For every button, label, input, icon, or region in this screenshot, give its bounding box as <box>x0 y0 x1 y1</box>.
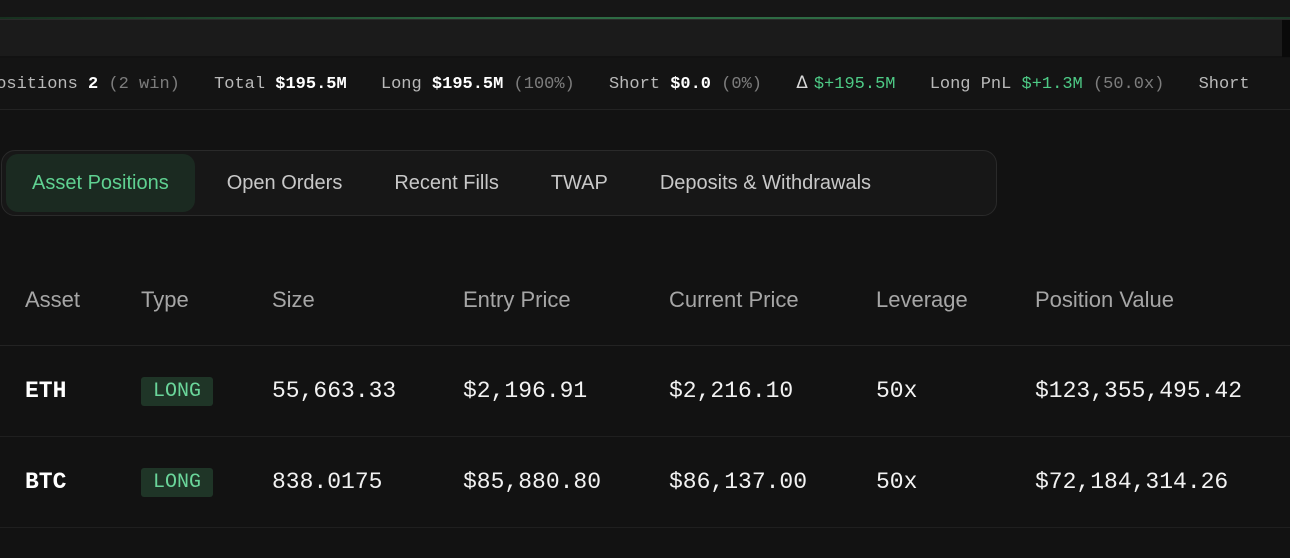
cell-entry-price: $2,196.91 <box>463 378 588 404</box>
header-asset[interactable]: Asset <box>25 286 81 312</box>
tab-recent-fills[interactable]: Recent Fills <box>394 171 499 194</box>
cell-current-price: $2,216.10 <box>669 378 794 404</box>
header-size[interactable]: Size <box>272 286 315 312</box>
stat-label: Positions <box>0 75 78 94</box>
accent-line <box>0 17 1290 19</box>
tab-asset-positions[interactable]: Asset Positions <box>6 154 195 212</box>
stat-sub: (50.0x) <box>1092 75 1165 94</box>
stat-positions: Positions 2 (2 win) <box>0 75 180 94</box>
stat-short-pnl: Short <box>1199 75 1250 94</box>
positions-table: Asset Type Size Entry Price Current Pric… <box>0 258 1290 528</box>
type-badge: LONG <box>141 467 214 497</box>
stat-value: $195.5M <box>275 75 347 94</box>
type-badge: LONG <box>141 376 214 406</box>
stat-value: $0.0 <box>670 75 711 94</box>
stat-label: Long PnL <box>929 75 1012 94</box>
cell-type: LONG <box>141 346 214 436</box>
cell-size: 838.0175 <box>272 469 383 495</box>
stat-total: Total $195.5M <box>214 75 347 94</box>
tab-bar: Asset Positions Open Orders Recent Fills… <box>1 150 997 216</box>
stat-value: 2 <box>88 75 99 94</box>
stat-sub: (100%) <box>513 75 575 94</box>
tab-deposits-withdrawals[interactable]: Deposits & Withdrawals <box>659 171 872 194</box>
tab-open-orders[interactable]: Open Orders <box>226 171 343 194</box>
top-bar <box>0 19 1290 57</box>
cell-entry-price: $85,880.80 <box>463 469 602 495</box>
cell-position-value: $72,184,314.26 <box>1035 469 1229 495</box>
stat-value: $+195.5M <box>813 75 896 94</box>
table-row[interactable]: ETH LONG 55,663.33 $2,196.91 $2,216.10 5… <box>0 346 1290 437</box>
cell-type: LONG <box>141 437 214 527</box>
stat-long: Long $195.5M (100%) <box>381 75 575 94</box>
stat-label: Short <box>1198 75 1250 94</box>
cell-current-price: $86,137.00 <box>669 469 808 495</box>
header-leverage[interactable]: Leverage <box>876 286 968 312</box>
stat-value: $195.5M <box>431 75 504 94</box>
header-position-value[interactable]: Position Value <box>1035 286 1175 312</box>
cell-asset: ETH <box>25 378 67 404</box>
cell-leverage: 50x <box>876 469 918 495</box>
stat-sub: (2 win) <box>108 75 180 94</box>
cell-leverage: 50x <box>876 378 918 404</box>
stat-delta: Δ $+195.5M <box>796 73 895 94</box>
cell-position-value: $123,355,495.42 <box>1035 378 1243 404</box>
table-header: Asset Type Size Entry Price Current Pric… <box>0 258 1290 346</box>
summary-stats-bar: Positions 2 (2 win) Total $195.5M Long $… <box>0 58 1290 110</box>
header-entry-price[interactable]: Entry Price <box>463 286 571 312</box>
delta-icon: Δ <box>796 73 808 93</box>
top-chart-band <box>0 0 1290 57</box>
table-row[interactable]: BTC LONG 838.0175 $85,880.80 $86,137.00 … <box>0 437 1290 528</box>
stat-short: Short $0.0 (0%) <box>609 75 762 94</box>
stat-value: $+1.3M <box>1021 75 1083 94</box>
stat-label: Long <box>380 75 422 94</box>
cell-asset: BTC <box>25 469 67 495</box>
stat-long-pnl: Long PnL $+1.3M (50.0x) <box>930 75 1165 94</box>
stat-sub: (0%) <box>721 75 763 94</box>
stat-label: Short <box>608 75 660 94</box>
header-type[interactable]: Type <box>141 286 189 312</box>
cell-size: 55,663.33 <box>272 378 397 404</box>
stat-label: Total <box>214 75 266 94</box>
header-current-price[interactable]: Current Price <box>669 286 799 312</box>
tab-twap[interactable]: TWAP <box>550 171 608 194</box>
